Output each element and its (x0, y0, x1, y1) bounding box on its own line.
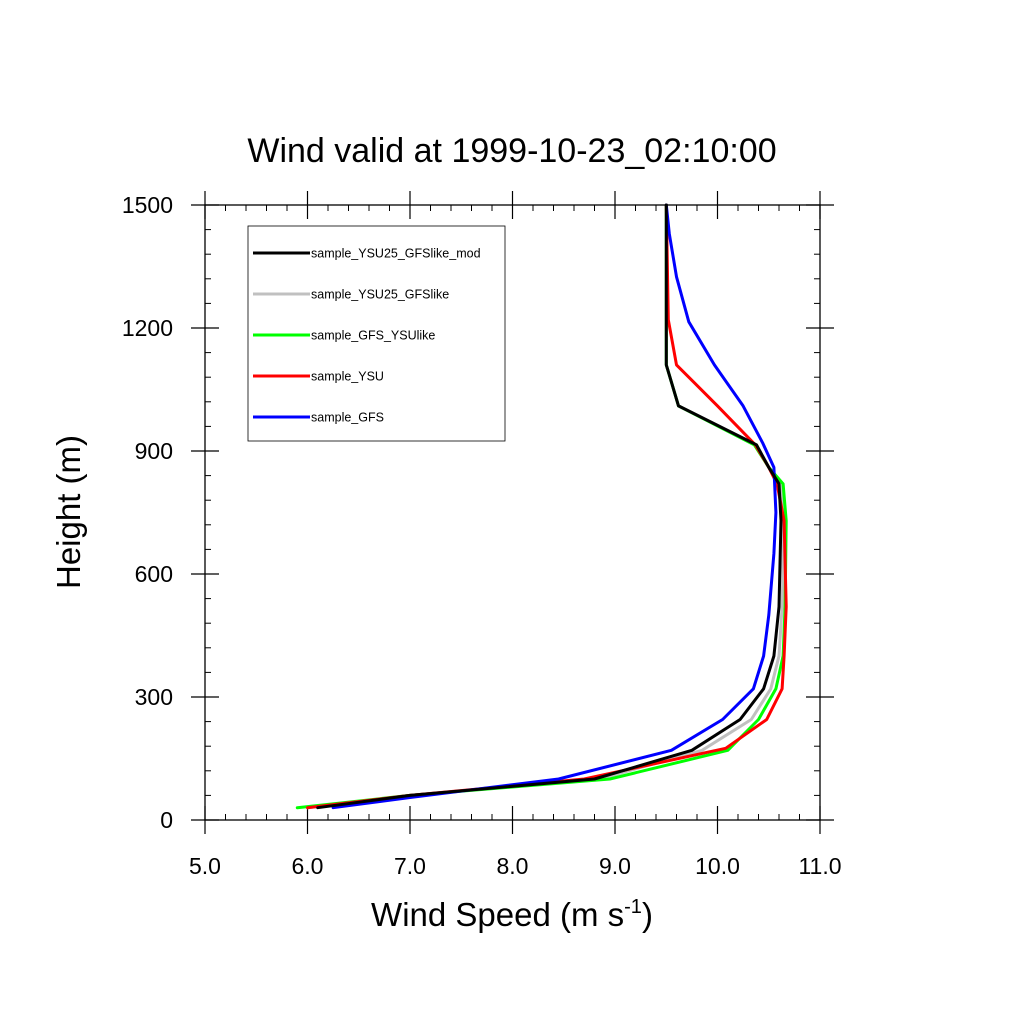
minor-ticks (205, 205, 820, 820)
legend-label: sample_GFS_YSUlike (311, 329, 435, 343)
legend-entries: sample_YSU25_GFSlike_mod sample_YSU25_GFS… (253, 247, 481, 425)
y-tick-label: 300 (135, 684, 173, 710)
series-line-sample-ysu (306, 203, 788, 810)
legend-label: sample_YSU25_GFSlike_mod (311, 247, 481, 261)
x-axis-label-main: Wind Speed (m s (371, 896, 624, 933)
x-tick-label: 10.0 (695, 853, 740, 879)
legend-label: sample_YSU25_GFSlike (311, 288, 449, 302)
x-tick-labels: 5.0 6.0 7.0 8.0 9.0 10.0 11.0 (189, 853, 842, 879)
y-tick-labels: 0 300 600 900 1200 1500 (122, 192, 173, 833)
x-axis-label-superscript: -1 (624, 896, 642, 918)
series-line-sample-gfs (331, 203, 778, 810)
legend: sample_YSU25_GFSlike_mod sample_YSU25_GFS… (247, 225, 506, 442)
x-tick-label: 9.0 (599, 853, 631, 879)
x-tick-label: 6.0 (292, 853, 324, 879)
series-line-sample-ysu25-gfslike-mod (316, 203, 783, 810)
series-lines (295, 203, 788, 810)
y-tick-label: 0 (160, 807, 173, 833)
legend-label: sample_YSU (311, 370, 384, 384)
y-tick-label: 1200 (122, 315, 173, 341)
x-tick-label: 8.0 (497, 853, 529, 879)
y-axis-label: Height (m) (50, 435, 87, 589)
x-tick-label: 7.0 (394, 853, 426, 879)
plot-frame (204, 204, 821, 821)
y-tick-label: 600 (135, 561, 173, 587)
chart-title: Wind valid at 1999-10-23_02:10:00 (247, 132, 776, 170)
x-axis-label-suffix: ) (642, 896, 653, 933)
x-axis-label: Wind Speed (m s-1) (371, 896, 653, 933)
x-tick-label: 5.0 (189, 853, 221, 879)
y-tick-label: 900 (135, 438, 173, 464)
y-tick-label: 1500 (122, 192, 173, 218)
legend-label: sample_GFS (311, 411, 384, 425)
x-tick-label: 11.0 (798, 853, 841, 879)
